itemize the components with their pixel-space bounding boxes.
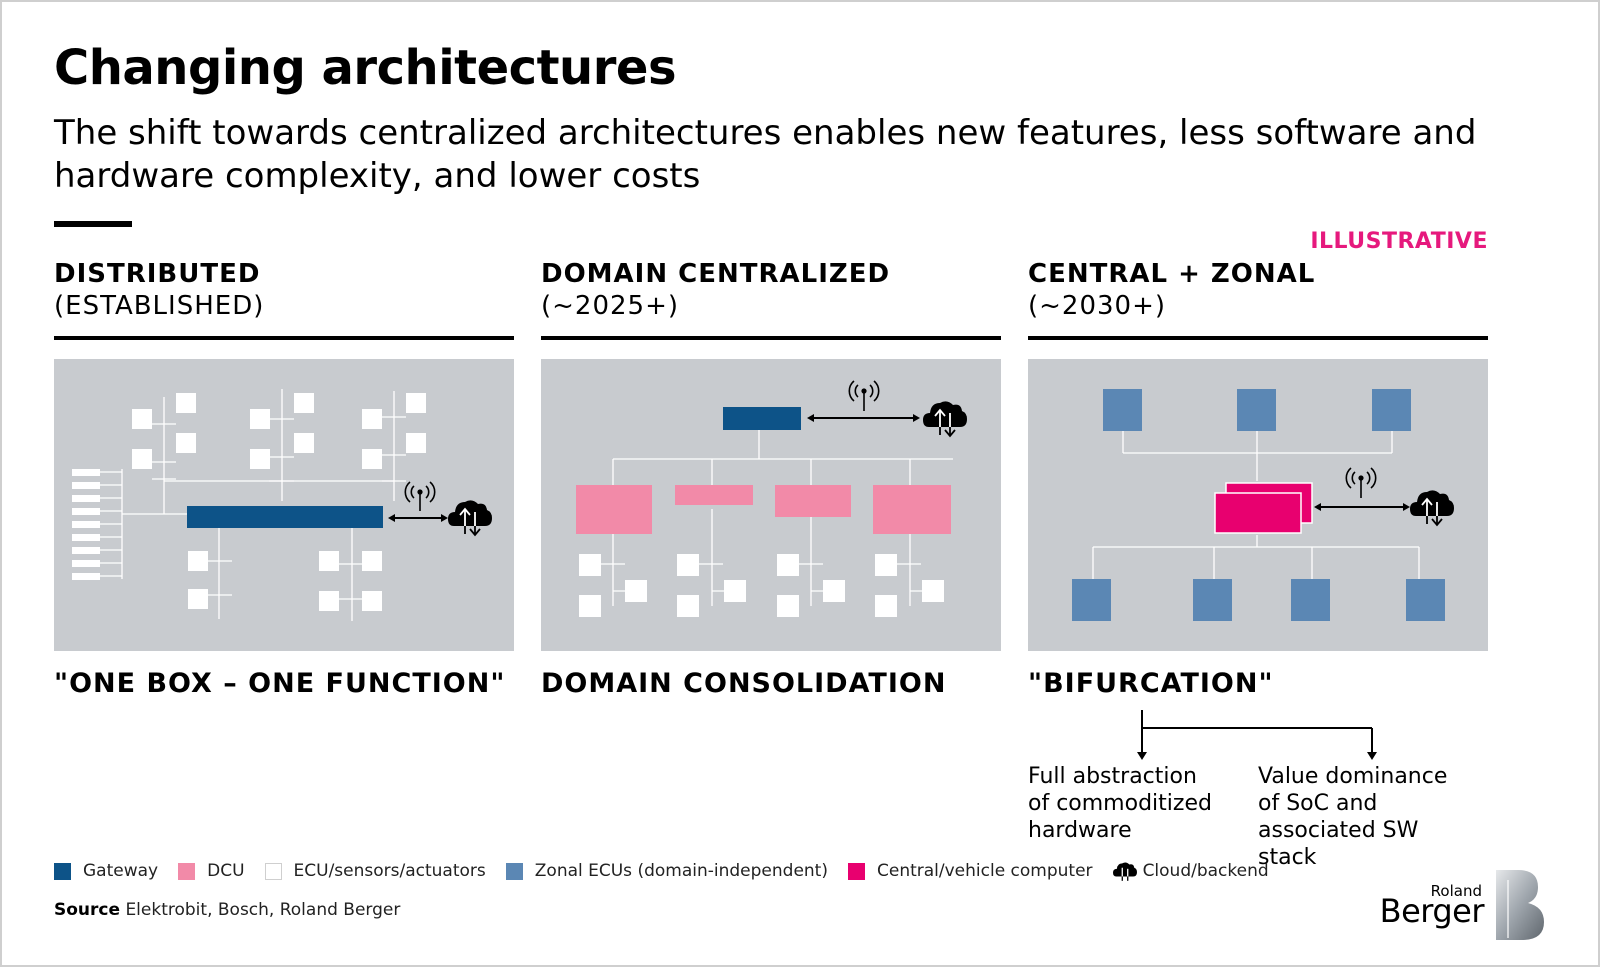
zonal-swatch	[505, 862, 523, 880]
gateway-box	[723, 407, 801, 430]
domain-diagram	[541, 359, 1001, 651]
dcu-swatch	[178, 862, 196, 880]
logo-line1: Roland	[1430, 882, 1482, 900]
central-computer	[1214, 482, 1313, 534]
column-zonal-header: CENTRAL + ZONAL (~2030+)	[1028, 259, 1488, 321]
logo-b-mark	[1496, 870, 1544, 940]
column-footer: DOMAIN CONSOLIDATION	[541, 668, 947, 699]
roland-berger-logo: Roland Berger	[1380, 868, 1548, 942]
column-rule	[54, 336, 514, 340]
gateway-swatch	[54, 862, 71, 880]
logo-line2: Berger	[1379, 892, 1485, 930]
antenna-icon	[848, 380, 880, 411]
column-heading: DOMAIN CENTRALIZED	[541, 259, 891, 289]
column-distributed-header: DISTRIBUTED (ESTABLISHED)	[54, 259, 514, 321]
gateway-box	[187, 506, 383, 528]
bifurcation-left-text: Full abstraction of commoditized hardwar…	[1028, 764, 1212, 843]
legend: Gateway DCU ECU/sensors/actuators Zonal …	[54, 860, 1289, 882]
antenna-icon	[404, 481, 436, 511]
source-label: Source	[54, 900, 121, 920]
title-rule	[54, 221, 132, 227]
legend-label: DCU	[207, 861, 245, 881]
zonal-diagram	[1028, 359, 1488, 651]
link-arrow	[807, 414, 920, 422]
column-footer: "BIFURCATION"	[1028, 668, 1274, 699]
source-text: Elektrobit, Bosch, Roland Berger	[125, 900, 401, 920]
ecu-group	[72, 393, 426, 611]
column-subheading: (ESTABLISHED)	[54, 291, 265, 321]
legend-item-cloud: Cloud/backend	[1112, 860, 1269, 882]
legend-label: Cloud/backend	[1142, 861, 1269, 881]
bifurcation-right-text: Value dominance of SoC and associated SW…	[1258, 764, 1448, 870]
ecu-swatch	[264, 862, 282, 880]
column-rule	[541, 336, 1001, 340]
cloud-icon	[1410, 490, 1454, 527]
cloud-icon	[923, 401, 967, 438]
ecu-group	[579, 554, 944, 617]
legend-label: Central/vehicle computer	[876, 861, 1093, 881]
legend-item-gateway: Gateway	[54, 861, 158, 881]
zonal-ecu-group	[1072, 389, 1445, 621]
central-swatch	[847, 862, 865, 880]
column-subheading: (~2030+)	[1028, 291, 1167, 321]
cloud-icon	[448, 500, 492, 537]
antenna-icon	[1345, 467, 1377, 498]
column-rule	[1028, 336, 1488, 340]
page-subtitle: The shift towards centralized architectu…	[54, 113, 1477, 196]
legend-label: Gateway	[83, 861, 159, 881]
column-heading: DISTRIBUTED	[54, 259, 261, 289]
column-domain-header: DOMAIN CENTRALIZED (~2025+)	[541, 259, 1001, 321]
legend-item-ecu: ECU/sensors/actuators	[264, 861, 486, 881]
legend-item-central: Central/vehicle computer	[847, 861, 1093, 881]
cloud-icon	[1112, 860, 1137, 882]
legend-label: ECU/sensors/actuators	[293, 861, 486, 881]
source-note: Source Elektrobit, Bosch, Roland Berger	[54, 900, 400, 920]
page-title: Changing architectures	[54, 40, 677, 96]
distributed-diagram	[54, 359, 514, 651]
illustrative-tag: ILLUSTRATIVE	[1310, 229, 1488, 254]
bifurcation-arrows	[1137, 710, 1377, 760]
column-subheading: (~2025+)	[541, 291, 680, 321]
column-heading: CENTRAL + ZONAL	[1028, 259, 1316, 289]
link-arrow	[1314, 503, 1410, 511]
legend-item-zonal: Zonal ECUs (domain-independent)	[505, 861, 828, 881]
legend-label: Zonal ECUs (domain-independent)	[534, 861, 828, 881]
dcu-group	[576, 485, 951, 534]
link-arrow	[388, 514, 448, 522]
column-footer: "ONE BOX – ONE FUNCTION"	[54, 668, 506, 699]
legend-item-dcu: DCU	[178, 861, 245, 881]
